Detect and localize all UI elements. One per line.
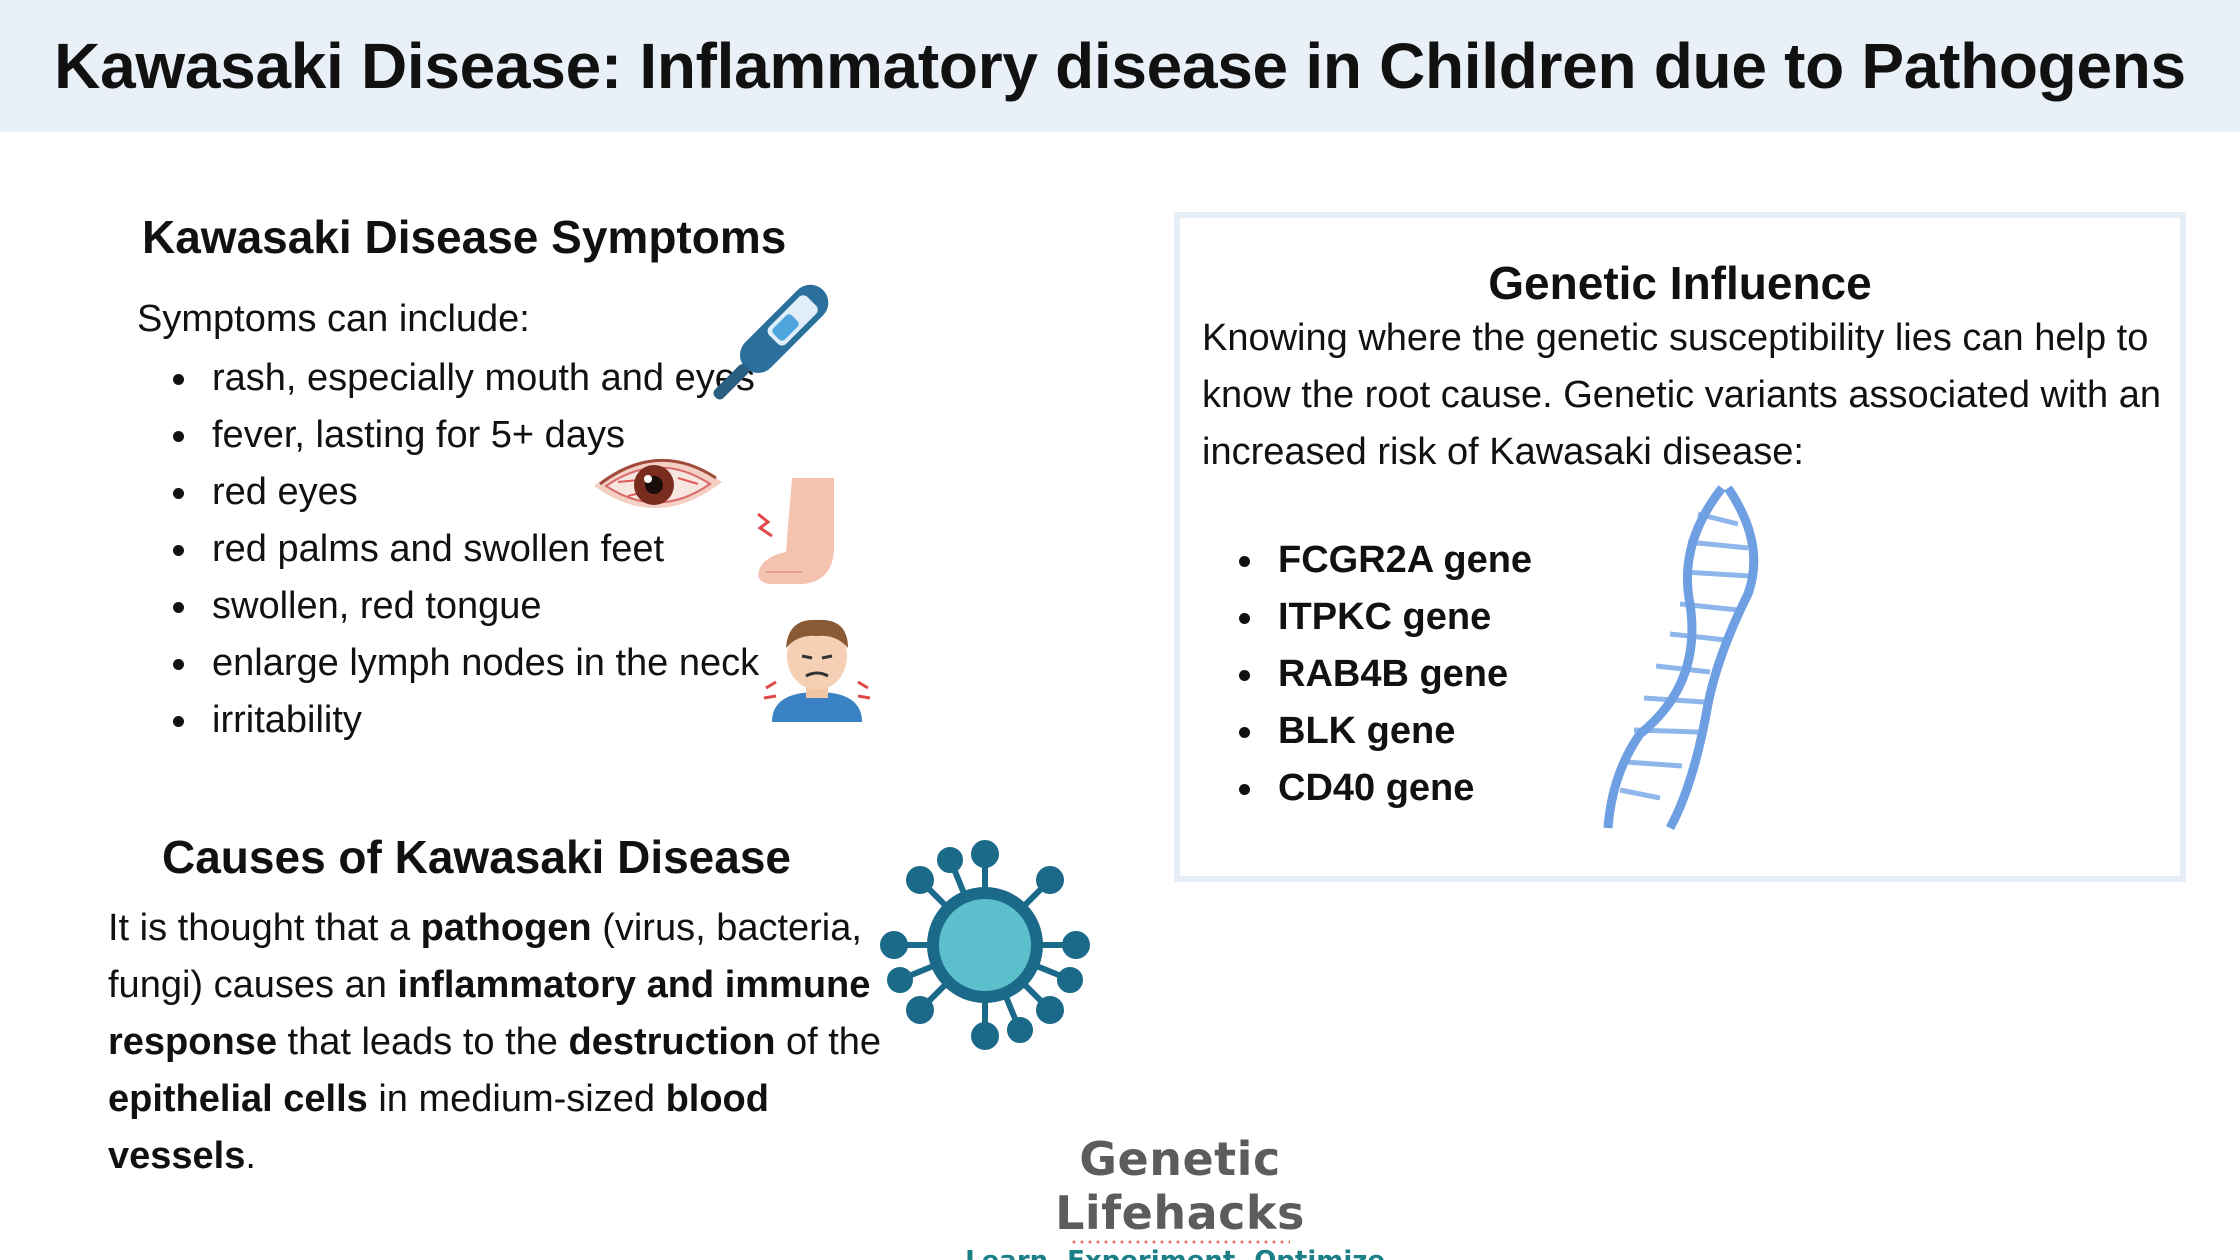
causes-paragraph: It is thought that a pathogen (virus, ba…: [108, 907, 882, 1177]
list-item: CD40 gene: [1236, 764, 1532, 821]
logo-divider: [1070, 1240, 1290, 1244]
logo: Genetic Lifehacks Learn. Experiment. Opt…: [960, 1132, 1400, 1260]
genetic-influence-panel: Genetic Influence Knowing where the gene…: [1174, 212, 2186, 882]
dna-helix-icon: [1603, 485, 1759, 831]
title-bar: Kawasaki Disease: Inflammatory disease i…: [0, 0, 2240, 132]
swollen-foot-icon: [757, 478, 835, 584]
list-item: irritability: [170, 696, 759, 753]
list-item: FCGR2A gene: [1236, 536, 1532, 593]
genetic-paragraph: Knowing where the genetic susceptibility…: [1202, 317, 2161, 473]
symptoms-heading: Kawasaki Disease Symptoms: [142, 211, 787, 263]
page-title: Kawasaki Disease: Inflammatory disease i…: [54, 30, 2186, 102]
list-item: fever, lasting for 5+ days: [170, 411, 759, 468]
list-item: red palms and swollen feet: [170, 525, 759, 582]
list-item: BLK gene: [1236, 707, 1532, 764]
list-item: swollen, red tongue: [170, 582, 759, 639]
logo-tagline: Learn. Experiment. Optimize.: [960, 1246, 1400, 1260]
causes-heading: Causes of Kawasaki Disease: [162, 831, 792, 883]
genetic-heading: Genetic Influence: [1488, 257, 1872, 309]
thermometer-icon: [713, 284, 829, 400]
list-item: enlarge lymph nodes in the neck: [170, 639, 759, 696]
list-item: red eyes: [170, 468, 759, 525]
symptoms-intro: Symptoms can include:: [137, 298, 530, 340]
virus-icon: [880, 840, 1090, 1050]
list-item: ITPKC gene: [1236, 593, 1532, 650]
list-item: RAB4B gene: [1236, 650, 1532, 707]
list-item: rash, especially mouth and eyes: [170, 354, 759, 411]
logo-name: Genetic Lifehacks: [1055, 1132, 1305, 1240]
symptom-list: rash, especially mouth and eyes fever, l…: [170, 354, 759, 753]
red-eye-icon: [594, 458, 722, 509]
gene-list: FCGR2A gene ITPKC gene RAB4B gene BLK ge…: [1236, 536, 1532, 821]
sick-child-icon: [763, 619, 871, 722]
